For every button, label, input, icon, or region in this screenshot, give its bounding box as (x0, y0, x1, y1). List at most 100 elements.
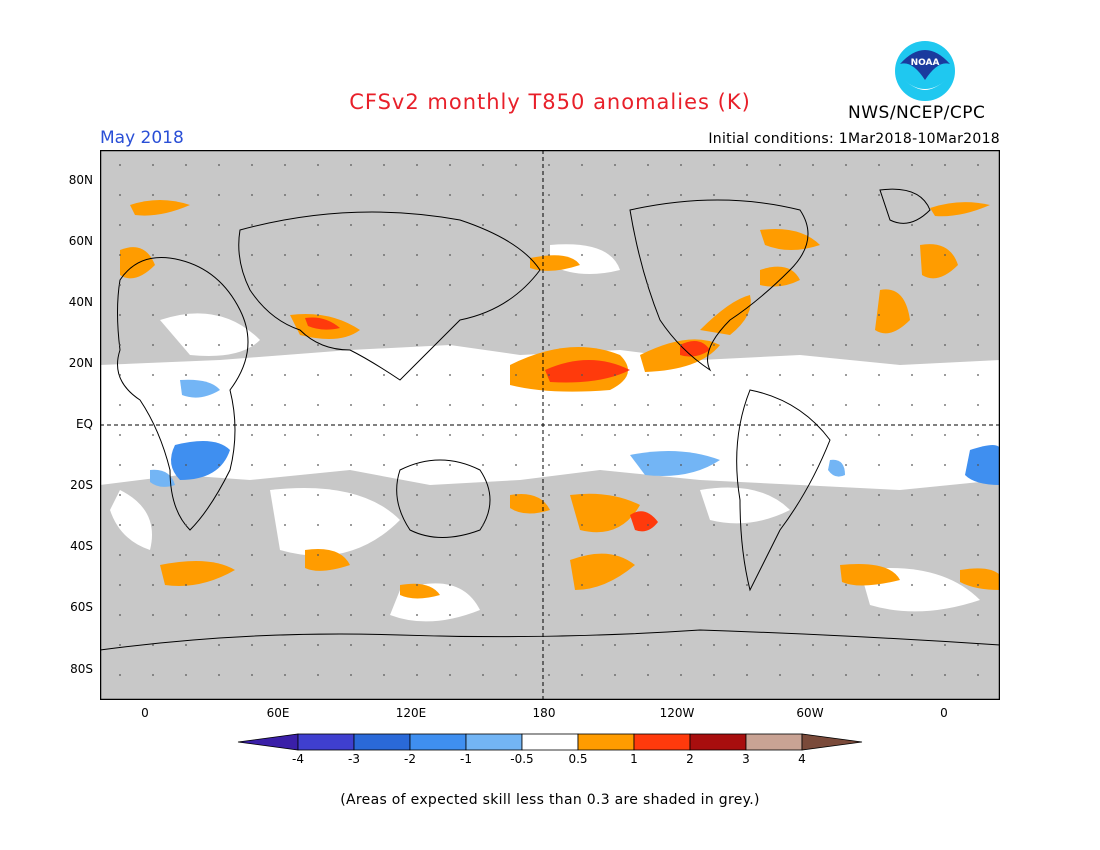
colorbar-segment (577, 733, 635, 751)
grid-dot (977, 164, 979, 166)
grid-dot (284, 284, 286, 286)
grid-dot (746, 194, 748, 196)
grid-dot (350, 614, 352, 616)
grid-dot (152, 314, 154, 316)
grid-dot (515, 434, 517, 436)
grid-dot (647, 314, 649, 316)
warm-anomaly-bering (530, 255, 580, 271)
grid-dot (152, 224, 154, 226)
grid-dot (746, 464, 748, 466)
grid-dot (779, 314, 781, 316)
grid-dot (614, 524, 616, 526)
grid-dot (713, 224, 715, 226)
grid-dot (614, 674, 616, 676)
grid-dot (482, 194, 484, 196)
grid-dot (812, 284, 814, 286)
grid-dot (944, 314, 946, 316)
grid-dot (548, 554, 550, 556)
latitude-label: 80N (68, 173, 93, 187)
grid-dot (581, 254, 583, 256)
grid-dot (251, 344, 253, 346)
grid-dot (218, 614, 220, 616)
grid-dot (977, 404, 979, 406)
grid-dot (845, 434, 847, 436)
grid-dot (878, 674, 880, 676)
grid-dot (746, 254, 748, 256)
grid-dot (581, 374, 583, 376)
grid-dot (449, 464, 451, 466)
grid-dot (482, 524, 484, 526)
grid-dot (482, 404, 484, 406)
grid-dot (284, 224, 286, 226)
grid-dot (515, 494, 517, 496)
grid-dot (350, 404, 352, 406)
grid-dot (350, 644, 352, 646)
grid-dot (350, 284, 352, 286)
grid-dot (812, 494, 814, 496)
grid-dot (680, 284, 682, 286)
grid-dot (383, 224, 385, 226)
grid-dot (779, 164, 781, 166)
grid-dot (680, 254, 682, 256)
grid-dot (746, 614, 748, 616)
grid-dot (185, 644, 187, 646)
grid-dot (119, 254, 121, 256)
grid-dot (713, 164, 715, 166)
grid-dot (878, 614, 880, 616)
warm-anomaly-south-atlantic (160, 561, 235, 586)
colorbar-tick-label: -1 (460, 752, 472, 766)
warm-anomaly-south-pacific (570, 493, 640, 533)
grid-dot (383, 584, 385, 586)
grid-dot (350, 464, 352, 466)
grid-dot (614, 344, 616, 346)
grid-dot (317, 374, 319, 376)
grid-dot (515, 674, 517, 676)
grid-dot (284, 644, 286, 646)
grid-dot (647, 224, 649, 226)
grid-dot (548, 434, 550, 436)
grid-dot (185, 374, 187, 376)
grid-dot (251, 284, 253, 286)
grid-dot (581, 314, 583, 316)
grid-dot (119, 524, 121, 526)
white-patch (270, 488, 400, 556)
grid-dot (350, 374, 352, 376)
grid-dot (680, 494, 682, 496)
grid-dot (977, 644, 979, 646)
logo-lettering: NOAA (911, 58, 940, 68)
grid-dot (746, 374, 748, 376)
grid-dot (581, 284, 583, 286)
grid-dot (878, 374, 880, 376)
grid-dot (251, 554, 253, 556)
warm-anomaly-southern-ocean (400, 583, 440, 599)
grid-dot (878, 164, 880, 166)
grid-dot (944, 584, 946, 586)
grid-dot (152, 614, 154, 616)
grid-dot (713, 614, 715, 616)
grid-dot (185, 404, 187, 406)
grid-dot (119, 464, 121, 466)
grid-dot (713, 374, 715, 376)
grid-dot (812, 614, 814, 616)
warm-anomaly-great-lakes (760, 266, 800, 287)
grid-dot (977, 194, 979, 196)
grid-dot (284, 194, 286, 196)
grid-dot (317, 644, 319, 646)
colorbar-segment (689, 733, 747, 751)
grid-dot (680, 194, 682, 196)
grid-dot (350, 164, 352, 166)
grid-dot (152, 374, 154, 376)
grid-dot (251, 224, 253, 226)
grid-dot (845, 614, 847, 616)
grid-dot (845, 284, 847, 286)
grid-dot (185, 164, 187, 166)
grid-dot (284, 344, 286, 346)
grid-dot (878, 434, 880, 436)
grid-dot (779, 344, 781, 346)
grid-dot (944, 284, 946, 286)
grid-dot (416, 164, 418, 166)
grid-dot (350, 344, 352, 346)
warm-anomaly-arctic (130, 200, 190, 216)
grid-dot (416, 194, 418, 196)
grid-dot (350, 674, 352, 676)
